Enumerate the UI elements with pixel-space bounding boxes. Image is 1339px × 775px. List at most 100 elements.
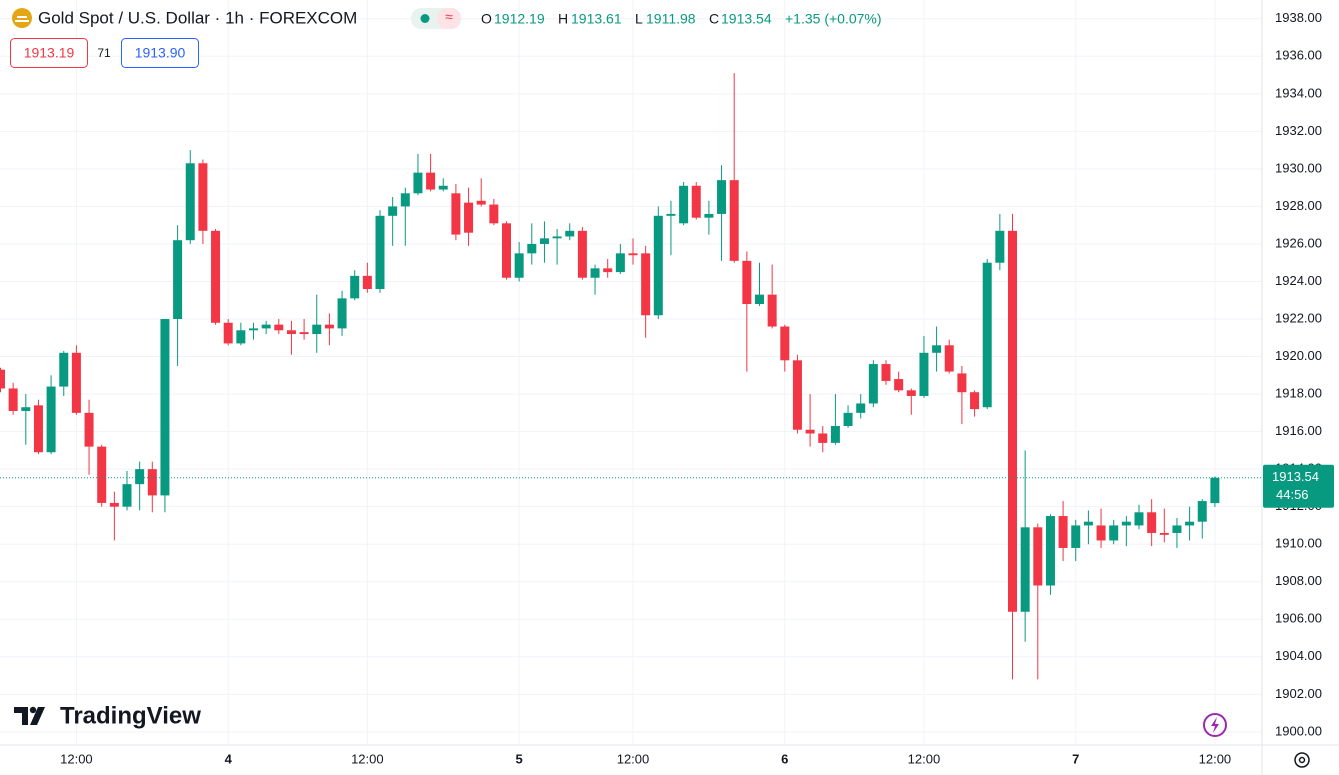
y-tick-label: 1936.00 <box>1275 48 1322 63</box>
candle-body <box>1185 521 1195 526</box>
candle-body <box>400 193 410 207</box>
y-tick-label: 1904.00 <box>1275 648 1322 663</box>
candle-body <box>1172 525 1182 533</box>
spread: 71 <box>97 46 111 60</box>
logo-part <box>30 707 45 725</box>
candle-body <box>249 328 258 331</box>
candle-body <box>755 294 764 305</box>
y-tick-label: 1918.00 <box>1275 386 1322 401</box>
candle-body <box>97 446 107 503</box>
candle-body <box>1008 230 1017 612</box>
y-tick-label: 1938.00 <box>1275 10 1322 25</box>
candle-body <box>527 243 537 254</box>
candle-body <box>388 206 398 216</box>
y-tick-label: 1926.00 <box>1275 235 1322 250</box>
candle-body <box>944 345 954 372</box>
candle-body <box>1134 512 1144 526</box>
candle-body <box>780 326 790 361</box>
symbol-icon-glyph <box>15 16 29 22</box>
candle-body <box>792 360 802 430</box>
candle-body <box>615 253 625 273</box>
settings-icon[interactable] <box>1294 752 1310 768</box>
last-price-label: 1913.54 <box>1272 469 1319 484</box>
y-tick-label: 1928.00 <box>1275 198 1322 213</box>
candle-body <box>767 294 777 327</box>
y-tick-label: 1902.00 <box>1275 686 1322 701</box>
candle-body <box>565 230 575 237</box>
candle-body <box>8 388 18 411</box>
candle-body <box>312 324 322 335</box>
y-tick-label: 1930.00 <box>1275 160 1322 175</box>
candle-body <box>236 330 246 344</box>
candle-body <box>476 200 486 205</box>
candle-body <box>577 230 587 278</box>
x-tick-label: 12:00 <box>908 751 941 766</box>
candle-body <box>1083 521 1093 526</box>
candle-body <box>603 268 613 273</box>
candle-body <box>274 324 284 331</box>
y-tick-label: 1916.00 <box>1275 423 1322 438</box>
x-tick-label: 5 <box>516 751 523 766</box>
candle-body <box>375 215 385 289</box>
candle-body <box>0 369 5 389</box>
bar-countdown: 44:56 <box>1276 487 1309 502</box>
x-tick-label: 7 <box>1072 751 1079 766</box>
y-tick-label: 1922.00 <box>1275 310 1322 325</box>
candle-body <box>932 345 942 353</box>
symbol-title: Gold Spot / U.S. Dollar · 1h · FOREXCOM <box>38 8 357 27</box>
candle-body <box>666 213 676 216</box>
x-tick-label: 4 <box>225 751 233 766</box>
alert-icon[interactable] <box>1203 713 1227 737</box>
candle-body <box>818 433 828 443</box>
candle-body <box>1121 521 1131 526</box>
candle-body <box>464 202 474 233</box>
candle-body <box>362 275 372 289</box>
alert-icon-glyph <box>1211 717 1219 733</box>
candle-body <box>653 215 663 316</box>
brand-name: TradingView <box>60 702 201 729</box>
candle-body <box>704 213 714 218</box>
y-tick-label: 1908.00 <box>1275 573 1322 588</box>
axes-layer: 1900.00 1902.00 1904.00 1906.00 1908.00 1910.… <box>60 10 1334 766</box>
candles-layer <box>0 73 1262 680</box>
candle-body <box>261 324 271 329</box>
candle-body <box>1058 516 1068 548</box>
candle-body <box>135 469 145 485</box>
candle-body <box>84 412 94 447</box>
candle-body <box>805 429 815 434</box>
status-pill-right <box>437 8 461 29</box>
candle-body <box>679 185 689 224</box>
y-tick-label: 1910.00 <box>1275 536 1322 551</box>
ohlc-value: 1913.61 <box>571 11 622 27</box>
candle-body <box>426 172 436 190</box>
candle-body <box>337 298 347 329</box>
sell-button[interactable] <box>10 38 88 68</box>
candle-body <box>1071 525 1081 548</box>
candle-body <box>843 412 853 426</box>
candle-body <box>59 352 69 387</box>
x-tick-label: 12:00 <box>351 751 384 766</box>
candle-body <box>71 352 81 413</box>
candle-body <box>1096 525 1106 541</box>
candle-body <box>868 364 878 404</box>
ohlc-value: 1911.98 <box>646 11 696 27</box>
market-open-dot <box>420 14 430 23</box>
buy-button[interactable] <box>121 38 199 68</box>
candle-body <box>109 502 119 507</box>
candle-body <box>894 379 904 391</box>
candle-body <box>995 230 1005 263</box>
candle-body <box>173 240 183 320</box>
candle-body <box>742 260 752 305</box>
candle-body <box>160 319 170 496</box>
candle-body <box>438 185 448 190</box>
candle-body <box>641 253 651 316</box>
candle-body <box>211 230 221 323</box>
candle-body <box>1159 532 1169 535</box>
candle-body <box>198 163 208 231</box>
candle-body <box>552 236 562 239</box>
candle-body <box>299 332 309 335</box>
candle-body <box>502 223 511 278</box>
ohlc-letter: L <box>635 11 643 27</box>
candle-body <box>33 405 43 453</box>
ohlc-letter: O <box>481 11 492 27</box>
